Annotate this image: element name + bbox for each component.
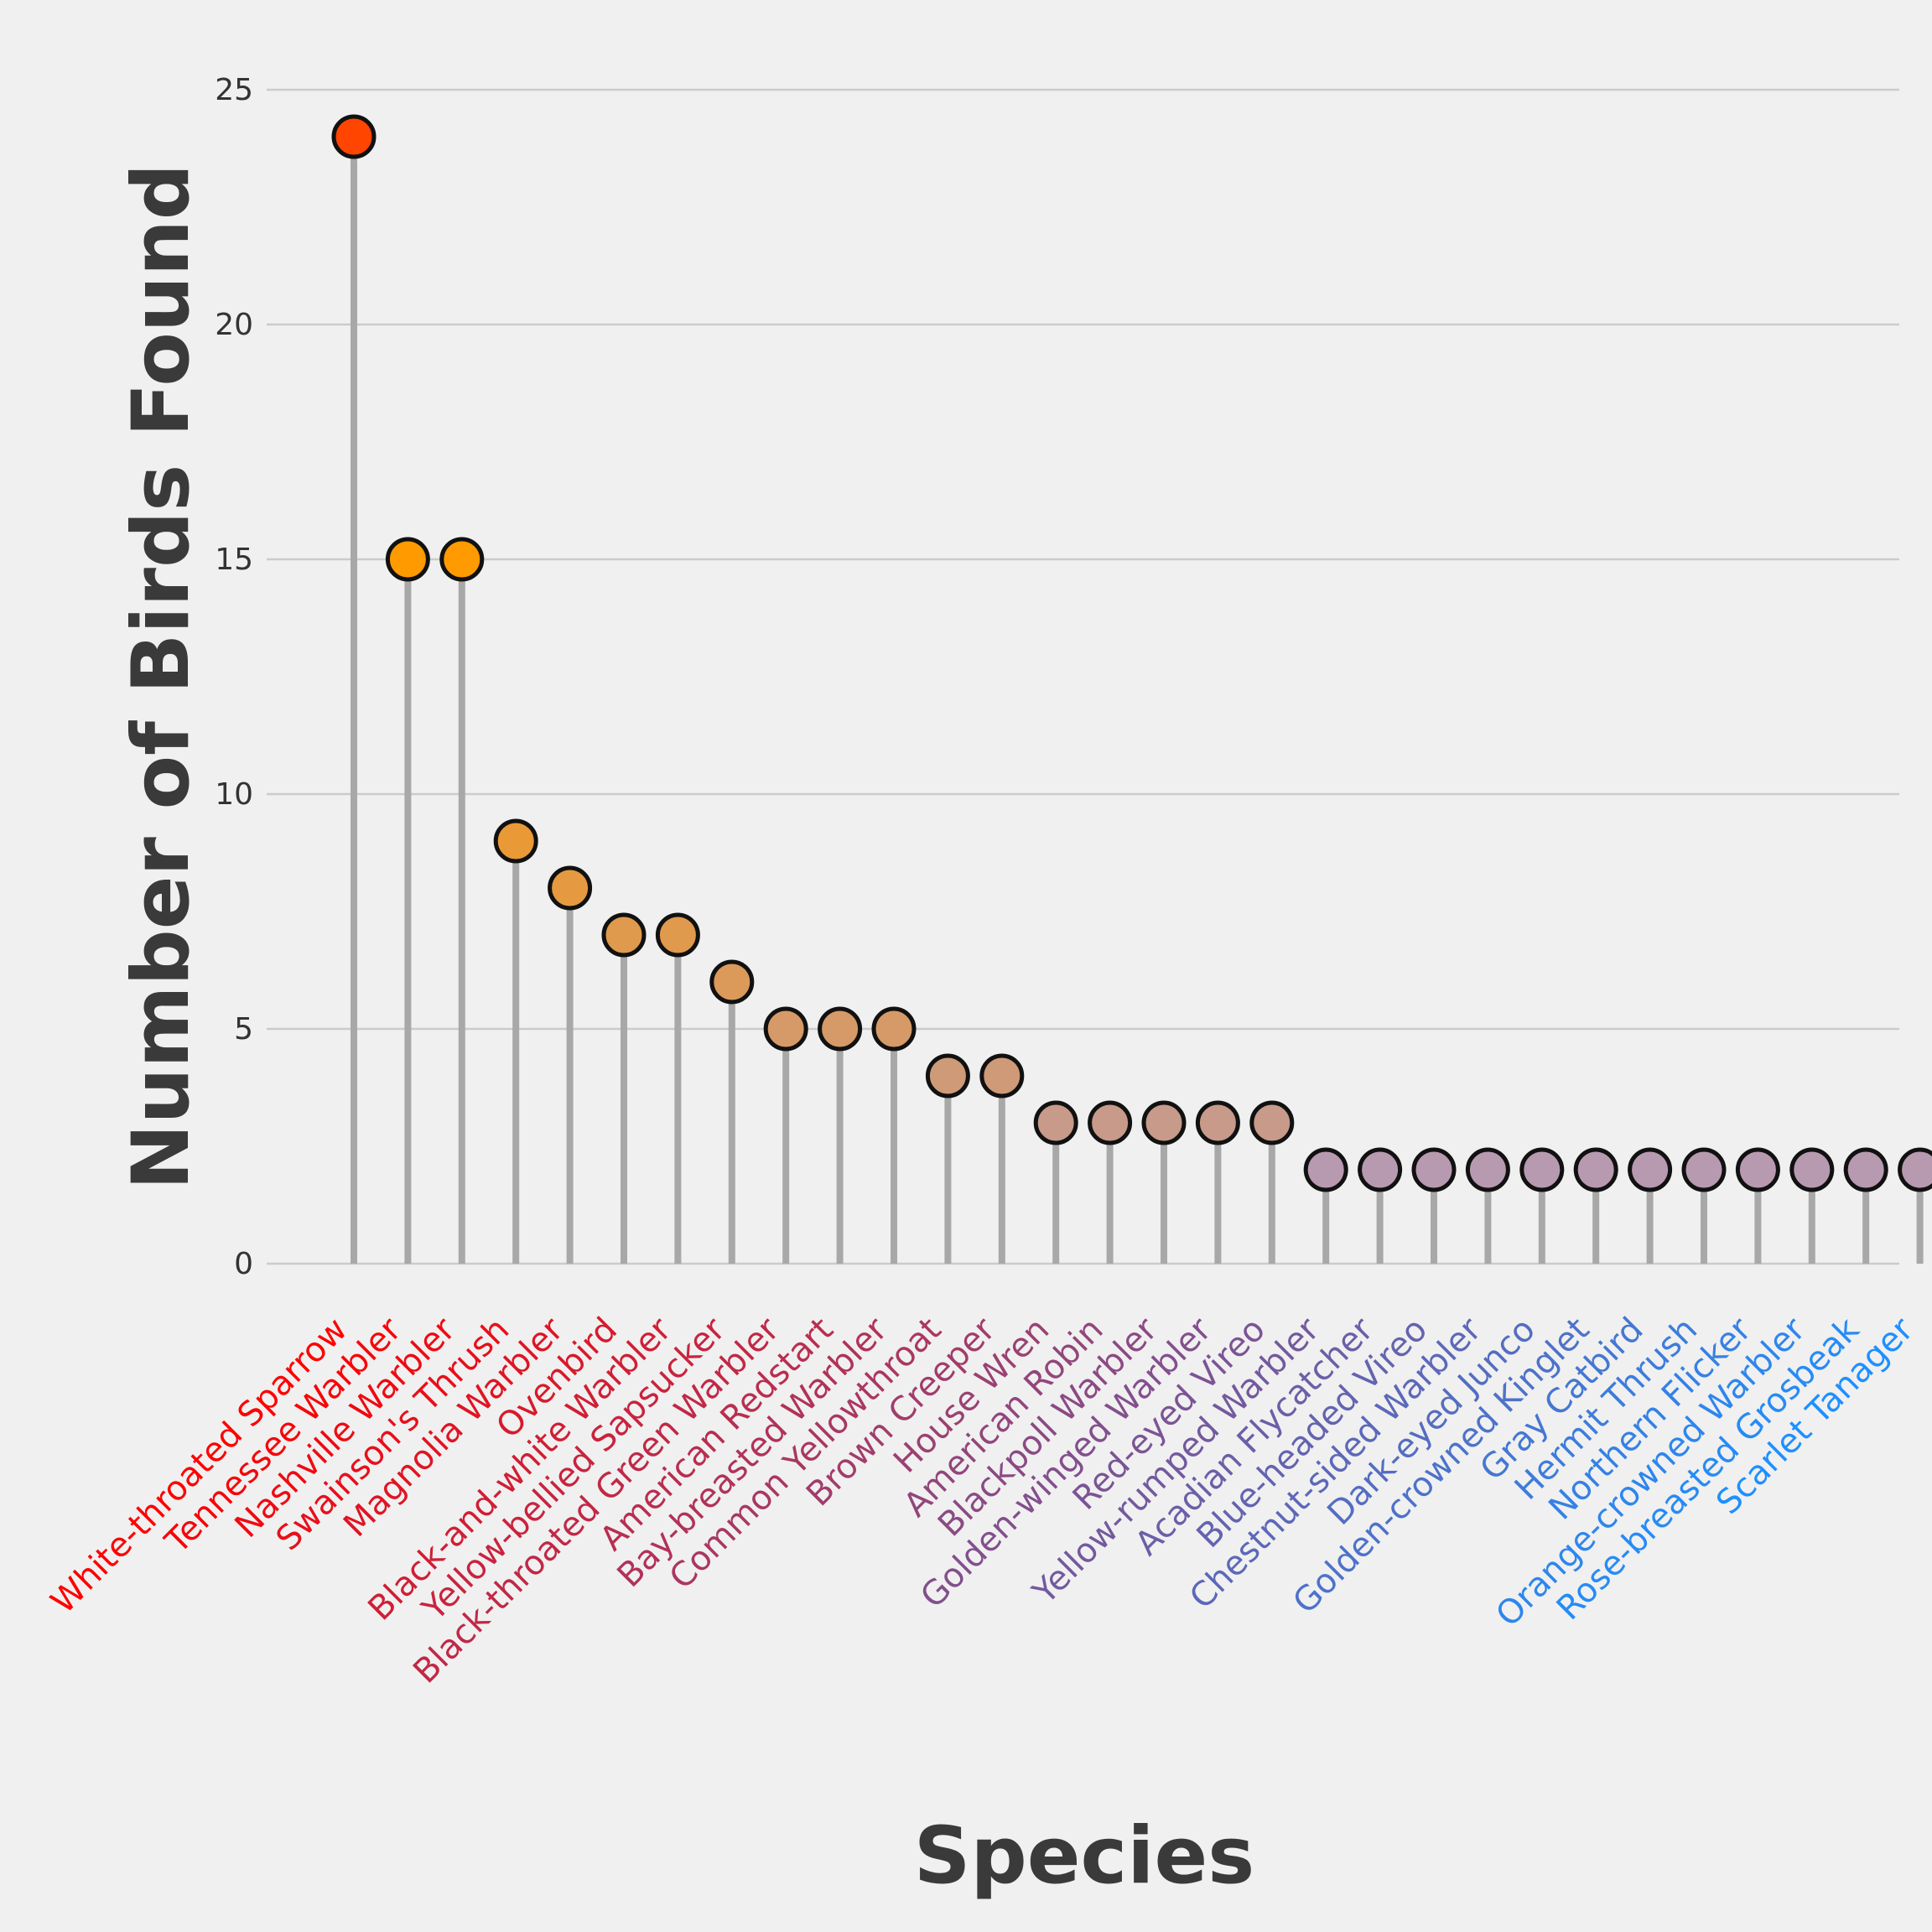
y-axis-title: Number of Birds Found	[116, 164, 207, 1190]
stem-layer	[351, 137, 1924, 1264]
data-point	[925, 1053, 970, 1098]
data-point	[655, 912, 700, 958]
data-point	[709, 959, 755, 1005]
data-point	[1088, 1100, 1133, 1145]
data-point	[1465, 1147, 1510, 1192]
y-tick-labels: 0 5 10 15 20 25	[215, 73, 253, 1281]
data-point	[1789, 1147, 1835, 1192]
data-point	[1681, 1147, 1727, 1192]
data-point	[1303, 1147, 1348, 1192]
data-point	[1898, 1147, 1932, 1192]
dot-layer	[331, 114, 1932, 1192]
data-point	[1411, 1147, 1457, 1192]
data-point	[493, 818, 538, 864]
data-point	[1843, 1147, 1888, 1192]
data-point	[979, 1053, 1025, 1098]
data-point	[548, 865, 593, 911]
y-tick-label: 0	[234, 1247, 253, 1281]
data-point	[818, 1006, 863, 1052]
data-point	[601, 912, 647, 958]
y-tick-label: 25	[215, 73, 253, 107]
data-point	[1249, 1100, 1295, 1145]
y-tick-label: 15	[215, 543, 253, 577]
data-point	[1358, 1147, 1403, 1192]
y-tick-label: 20	[215, 308, 253, 342]
data-point	[1735, 1147, 1780, 1192]
data-point	[385, 537, 430, 582]
data-point	[1573, 1147, 1618, 1192]
y-tick-label: 5	[234, 1012, 253, 1046]
y-tick-label: 10	[215, 777, 253, 812]
data-point	[1519, 1147, 1565, 1192]
data-point	[1033, 1100, 1078, 1145]
data-point	[331, 114, 377, 159]
x-axis-title: Species	[914, 1810, 1254, 1902]
data-point	[1141, 1100, 1187, 1145]
data-point	[1628, 1147, 1673, 1192]
data-point	[871, 1006, 917, 1052]
data-point	[1195, 1100, 1240, 1145]
data-point	[439, 537, 485, 582]
data-point	[763, 1006, 808, 1052]
grid-layer	[267, 88, 1899, 1265]
